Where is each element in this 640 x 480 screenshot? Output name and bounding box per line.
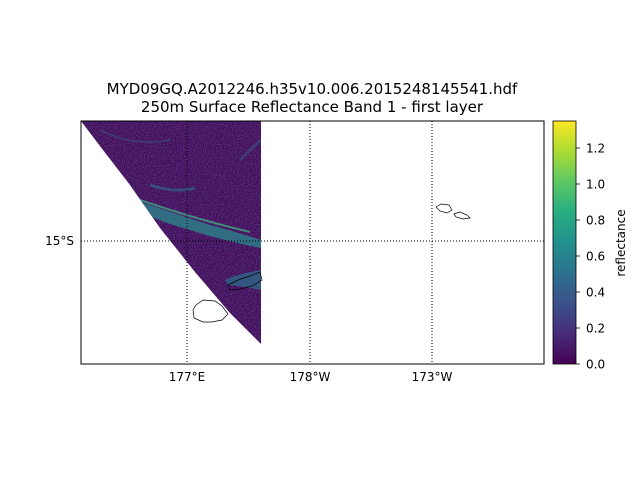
colorbar-gradient (552, 120, 577, 365)
graticule (81, 121, 544, 364)
map-subtitle: 250m Surface Reflectance Band 1 - first … (141, 98, 484, 116)
map-panel (80, 120, 545, 365)
colorbar: 0.0 0.2 0.4 0.6 0.8 1.0 1.2 reflectance (552, 120, 628, 372)
coastline-savaii (435, 203, 453, 214)
coastline-upolu (453, 211, 471, 220)
coastline-viti-levu (192, 299, 229, 323)
lon-tick-label-178w: 178°W (290, 370, 331, 384)
map-frame (80, 120, 545, 365)
colorbar-ticks: 0.0 0.2 0.4 0.6 0.8 1.0 1.2 (576, 142, 605, 372)
colorbar-tick-label: 1.0 (586, 178, 605, 192)
cloud-band (120, 195, 261, 248)
coastline-vanua-levu (227, 271, 263, 291)
map-title: MYD09GQ.A2012246.h35v10.006.201524814554… (107, 80, 518, 98)
lon-tick-label-177e: 177°E (169, 370, 206, 384)
colorbar-tick-label: 0.4 (586, 286, 605, 300)
colorbar-label: reflectance (614, 209, 628, 276)
lat-tick-label-15s: 15°S (45, 234, 74, 248)
colorbar-tick-label: 0.6 (586, 250, 605, 264)
colorbar-tick-label: 0.8 (586, 214, 605, 228)
lon-tick-label-173w: 173°W (412, 370, 453, 384)
colorbar-tick-label: 0.0 (586, 358, 605, 372)
colorbar-tick-label: 1.2 (586, 142, 605, 156)
colorbar-tick-label: 0.2 (586, 322, 605, 336)
